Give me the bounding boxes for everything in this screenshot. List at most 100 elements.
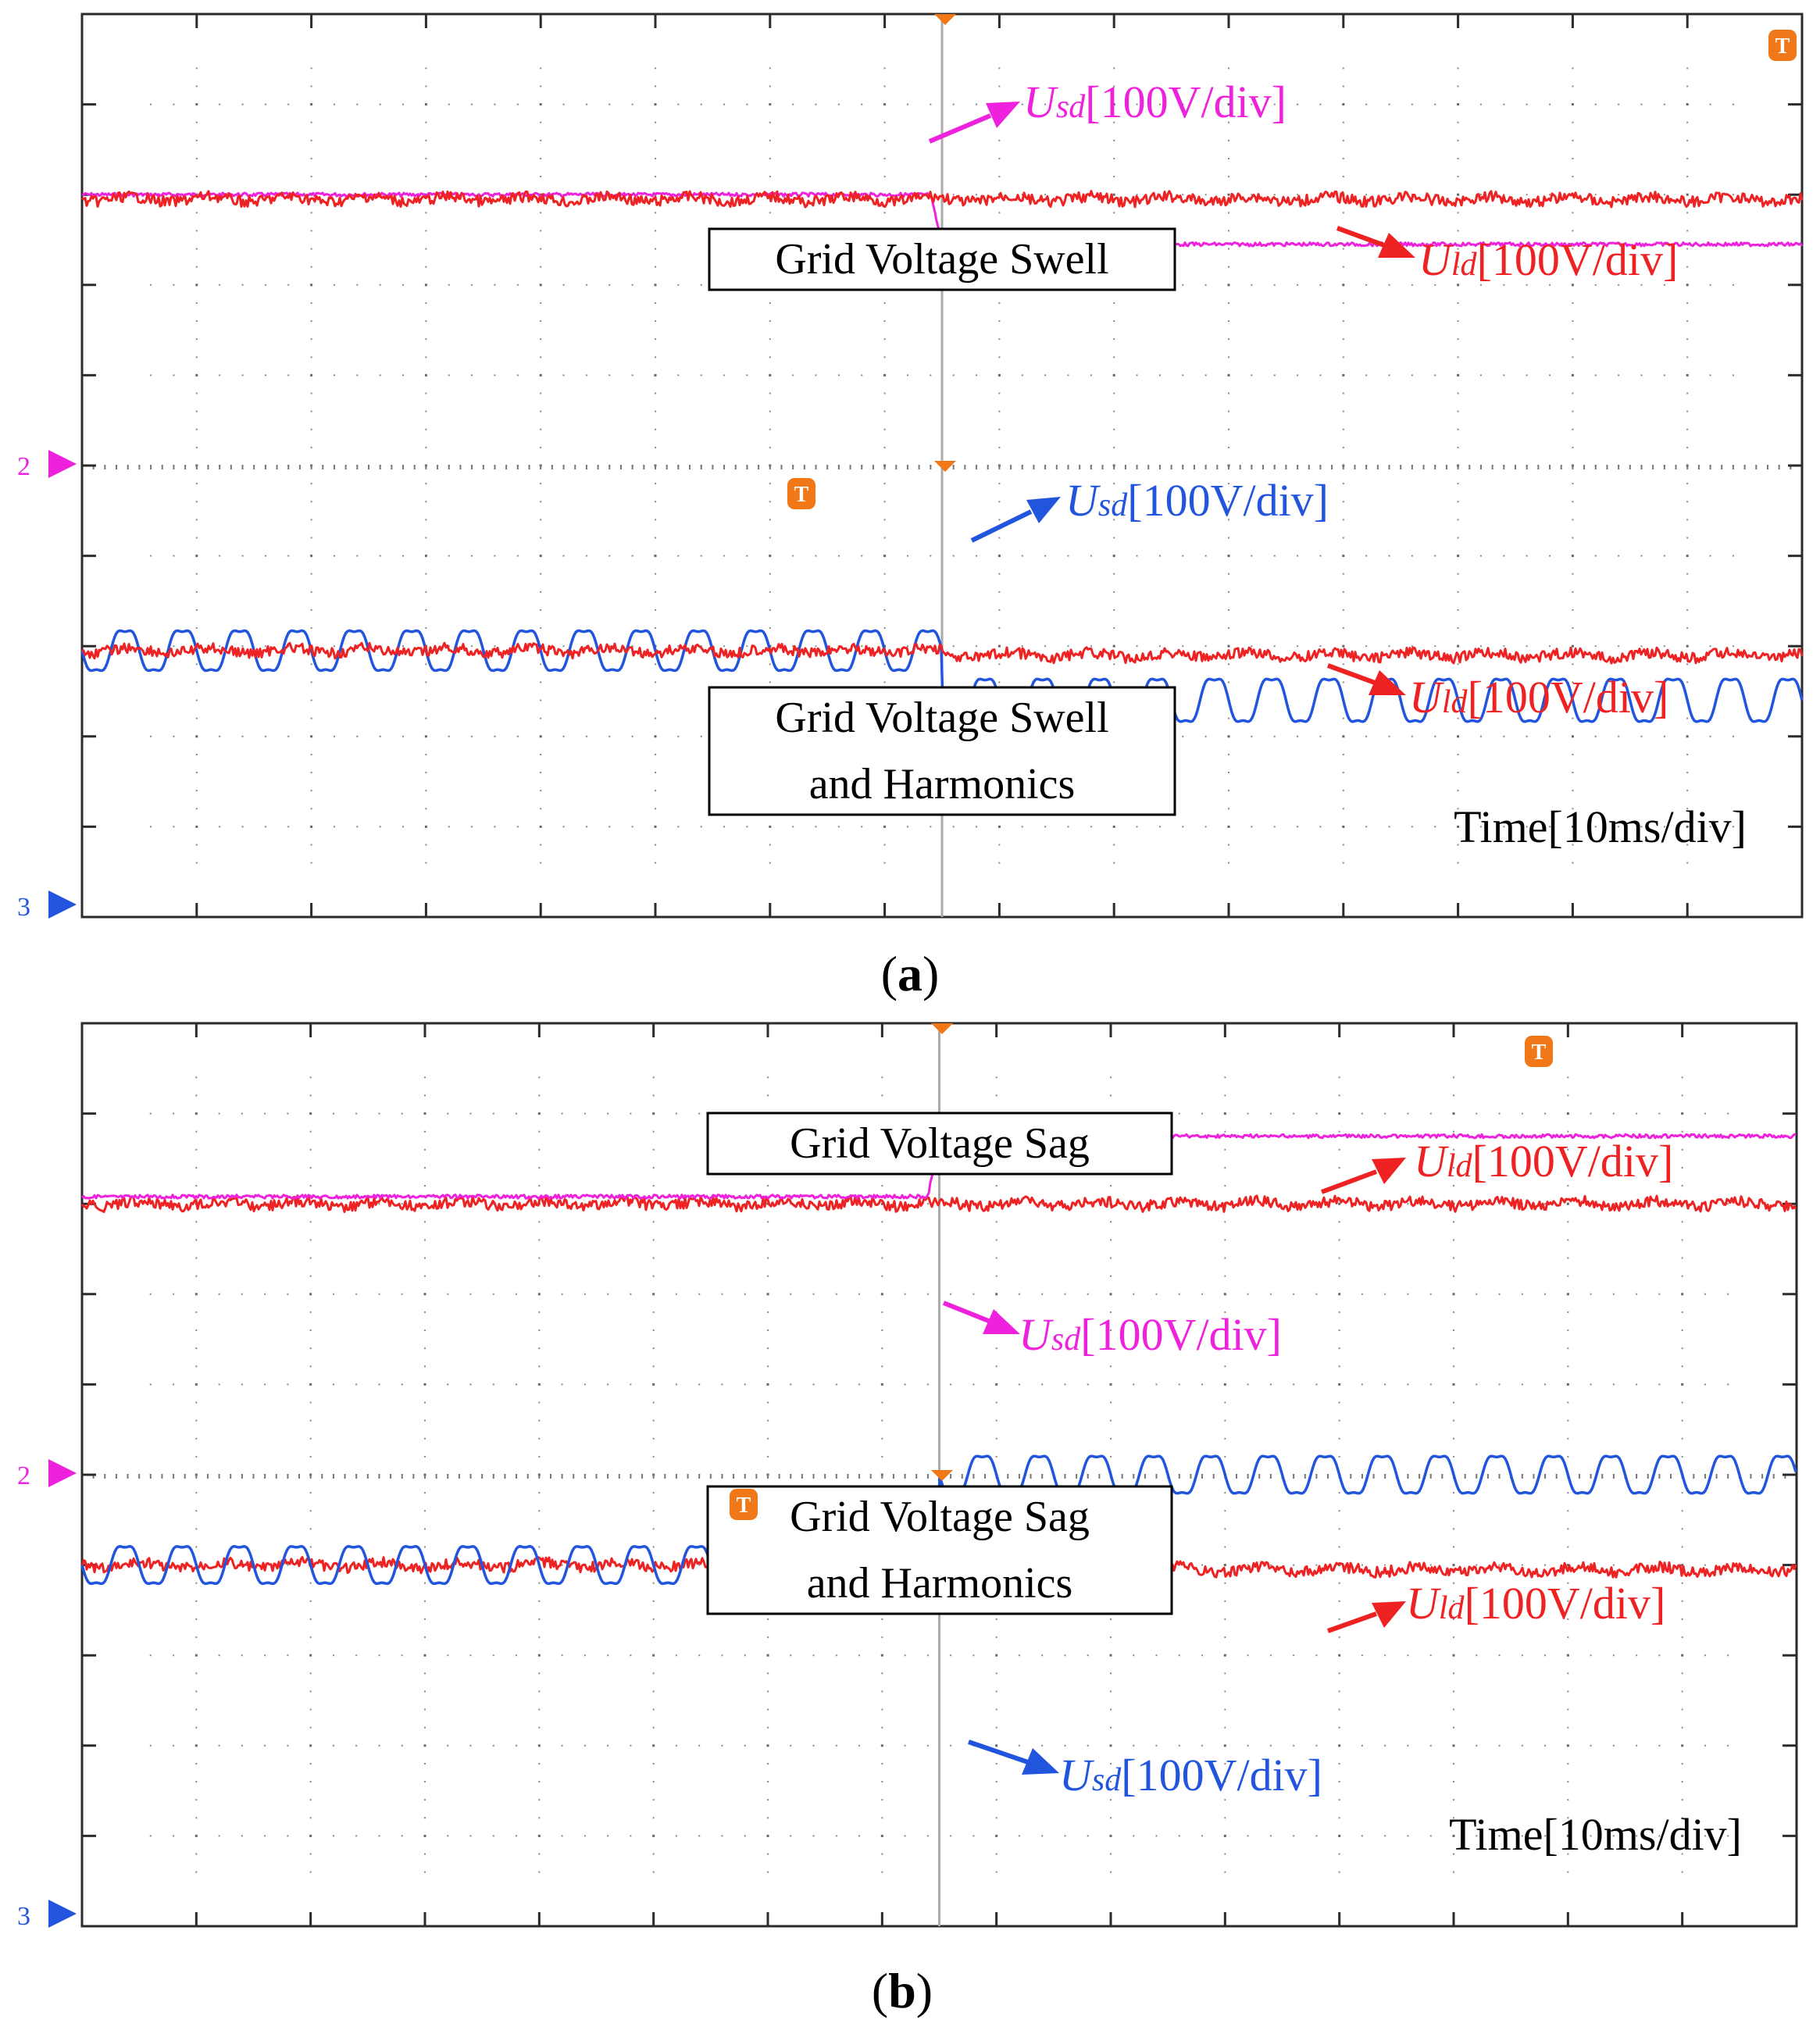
- grid-dot: [1224, 1221, 1226, 1223]
- grid-dot: [1453, 1148, 1454, 1151]
- grid-dot: [1453, 1817, 1454, 1819]
- grid-dot: [655, 519, 656, 521]
- grid-tick-minor: [1486, 1474, 1489, 1479]
- grid-dot: [1567, 1130, 1569, 1133]
- grid-dot: [926, 1293, 929, 1295]
- grid-dot: [1681, 1762, 1683, 1765]
- grid-dot: [448, 374, 450, 376]
- panel-b-section-1-box: Grid Voltage Sag: [706, 1112, 1173, 1176]
- grid-dot: [447, 1293, 449, 1295]
- grid-tick-minor: [1606, 465, 1608, 469]
- grid-dot: [677, 103, 680, 105]
- grid-tick-minor: [976, 465, 978, 469]
- grid-dot: [195, 266, 198, 268]
- grid-dot: [423, 1654, 426, 1657]
- grid-tick-minor: [872, 465, 874, 469]
- grid-dot: [1342, 446, 1344, 448]
- grid-dot: [1658, 1744, 1661, 1747]
- grid-dot: [1590, 1383, 1592, 1386]
- grid-dot: [195, 573, 198, 575]
- grid-dot: [538, 1781, 541, 1783]
- grid-dot: [425, 844, 427, 846]
- grid-dot: [583, 1835, 586, 1837]
- grid-dot: [1572, 862, 1574, 864]
- grid-dot: [769, 501, 771, 503]
- grid-tick-minor: [961, 1474, 963, 1479]
- grid-dot: [769, 663, 771, 666]
- grid-tick-minor: [824, 1474, 826, 1479]
- grid-dot: [769, 103, 772, 106]
- grid-dot: [287, 1564, 289, 1566]
- grid-dot: [241, 1293, 243, 1295]
- grid-dot: [1476, 1654, 1478, 1657]
- grid-dot: [310, 157, 312, 159]
- grid-dot: [1594, 555, 1597, 557]
- grid-dot: [1663, 284, 1665, 286]
- grid-tick-minor: [1612, 1474, 1615, 1479]
- grid-dot: [1155, 1383, 1158, 1386]
- grid-dot: [883, 844, 886, 846]
- grid-dot: [332, 1112, 334, 1115]
- grid-dot: [583, 1744, 586, 1747]
- grid-dot: [723, 645, 726, 648]
- grid-dot: [1228, 862, 1229, 864]
- grid-tick-minor: [1663, 465, 1665, 469]
- grid-dot: [1457, 266, 1459, 268]
- grid-dot: [1709, 645, 1711, 648]
- grid-tick-minor: [116, 465, 118, 469]
- grid-dot: [1113, 320, 1115, 323]
- grid-dot: [1338, 1130, 1340, 1133]
- grid-dot: [1319, 374, 1322, 376]
- grid-dot: [1572, 85, 1574, 87]
- grid-dot: [655, 121, 656, 123]
- grid-dot: [883, 591, 886, 593]
- grid-dot: [195, 591, 198, 593]
- grid-dot: [1338, 1455, 1340, 1458]
- grid-dot: [1452, 1383, 1455, 1386]
- grid-dot: [1297, 826, 1299, 828]
- grid-dot: [1136, 374, 1138, 376]
- grid-dot: [1315, 1112, 1318, 1115]
- grid-dot: [310, 248, 312, 250]
- grid-dot: [1686, 139, 1689, 141]
- grid-dot: [1686, 790, 1689, 792]
- grid-dot: [883, 139, 886, 141]
- grid-dot: [1457, 555, 1460, 558]
- grid-dot: [425, 699, 427, 701]
- grid-dot: [540, 663, 542, 666]
- grid-dot: [861, 826, 863, 828]
- grid-tick-minor: [778, 1474, 780, 1479]
- grid-dot: [792, 103, 794, 105]
- grid-dot: [1686, 284, 1689, 287]
- grid-dot: [1457, 753, 1459, 755]
- grid-dot: [1407, 1293, 1409, 1295]
- grid-dot: [1681, 1166, 1683, 1169]
- grid-dot: [746, 555, 748, 557]
- grid-dot: [1087, 1835, 1089, 1837]
- grid-dot: [537, 1383, 541, 1386]
- grid-dot: [1590, 1654, 1592, 1657]
- grid-dot: [264, 1744, 266, 1747]
- grid-dot: [881, 1239, 883, 1241]
- grid-dot: [652, 1654, 655, 1657]
- grid-dot: [173, 645, 175, 648]
- grid-dot: [1110, 1817, 1112, 1819]
- grid-dot: [655, 772, 656, 774]
- grid-dot: [769, 176, 771, 178]
- grid-dot: [1681, 1401, 1683, 1404]
- grid-dot: [1681, 1781, 1683, 1783]
- panel-b-uld-harm-label-sub: ld: [1439, 1590, 1465, 1626]
- grid-dot: [469, 1654, 472, 1657]
- grid-dot: [150, 284, 152, 286]
- grid-dot: [1727, 1744, 1729, 1747]
- grid-tick-minor: [849, 465, 851, 469]
- grid-dot: [424, 1239, 426, 1241]
- grid-dot: [538, 1708, 541, 1711]
- grid-dot: [952, 645, 955, 648]
- grid-dot: [1453, 1257, 1454, 1259]
- grid-dot: [355, 1112, 358, 1115]
- grid-dot: [1251, 374, 1253, 376]
- grid-dot: [333, 374, 335, 376]
- grid-dot: [562, 103, 565, 105]
